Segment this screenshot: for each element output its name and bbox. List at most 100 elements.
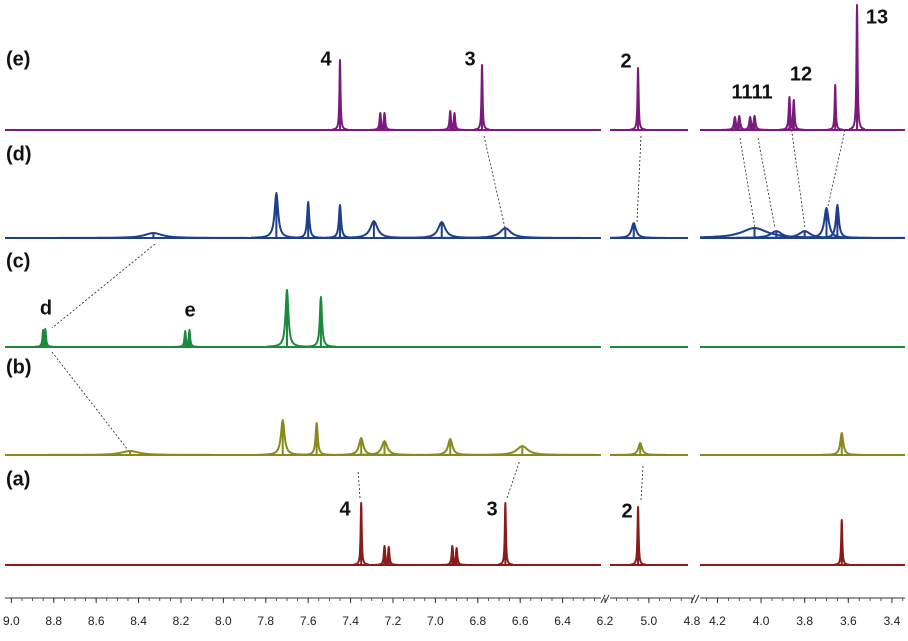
peak <box>613 442 667 456</box>
peak <box>740 115 769 131</box>
peak <box>815 204 859 239</box>
peak <box>419 438 481 456</box>
peak <box>250 192 303 239</box>
peak <box>778 96 801 131</box>
connector <box>357 469 361 499</box>
peak-label: 4 <box>339 498 351 520</box>
x-tick-label: 3.6 <box>840 614 857 628</box>
peak-label: 3 <box>486 498 497 520</box>
peak-label: e <box>184 299 195 321</box>
peak <box>373 112 396 131</box>
x-tick-label: 8.6 <box>88 614 105 628</box>
peak <box>174 330 197 348</box>
peak <box>300 422 333 456</box>
connector <box>739 137 756 229</box>
spectrum: (d) <box>5 143 906 239</box>
connector <box>636 135 642 223</box>
peak <box>629 67 647 131</box>
x-tick-label: 6.2 <box>597 614 614 628</box>
peak <box>445 547 468 566</box>
x-tick-label: 8.8 <box>45 614 62 628</box>
peak <box>26 232 281 239</box>
peak <box>34 328 57 348</box>
x-tick-label: 4.2 <box>709 614 726 628</box>
connector <box>51 351 129 451</box>
peak-label: 12 <box>790 63 812 85</box>
x-tick-label: 6.4 <box>554 614 571 628</box>
trace-label: (d) <box>6 143 32 165</box>
trace-label: (a) <box>6 468 30 490</box>
connector <box>51 243 156 329</box>
connectors <box>51 117 846 501</box>
x-tick-label: 4.0 <box>753 614 770 628</box>
x-tick-label: 5.0 <box>640 614 657 628</box>
spectrum: (a) <box>5 468 905 566</box>
peak <box>443 112 466 131</box>
connector <box>506 459 521 499</box>
peak <box>390 221 493 239</box>
x-tick-label: 6.6 <box>512 614 529 628</box>
break-mark <box>600 594 606 604</box>
break-mark <box>694 594 700 604</box>
x-tick-label: 9.0 <box>3 614 20 628</box>
peak-label: 3 <box>464 48 475 70</box>
x-tick-label: 4.8 <box>684 614 701 628</box>
peak <box>324 204 356 239</box>
peak <box>266 289 308 348</box>
peak-label: 2 <box>620 50 631 72</box>
peak <box>782 99 805 131</box>
peak <box>330 437 392 456</box>
annotations: 4 3 2 1111 12 13 d e 4 3 2 <box>40 6 888 522</box>
peak <box>439 110 462 131</box>
peak <box>429 227 582 239</box>
peak-label: 1111 <box>731 81 772 103</box>
x-tick-label: 3.8 <box>796 614 813 628</box>
peak <box>826 84 844 131</box>
peak <box>721 116 749 131</box>
peak <box>609 222 666 239</box>
x-tick-label: 7.6 <box>300 614 317 628</box>
trace-label: (e) <box>6 48 30 70</box>
peak <box>352 502 370 566</box>
spectrum: (e) <box>5 4 905 131</box>
peak-label: 2 <box>621 500 632 522</box>
peak <box>373 545 396 566</box>
peak <box>629 506 647 566</box>
x-tick-label: 6.8 <box>469 614 486 628</box>
x-tick-label: 7.0 <box>427 614 444 628</box>
peak <box>256 419 309 456</box>
peak-label: d <box>40 297 52 319</box>
connector <box>483 135 506 229</box>
x-tick-label: 8.2 <box>173 614 190 628</box>
peak <box>445 445 599 456</box>
peak-label: 4 <box>320 48 332 70</box>
peak <box>496 502 514 566</box>
peak <box>820 432 864 456</box>
x-tick-label: 7.4 <box>342 614 359 628</box>
x-tick-label: 3.4 <box>884 614 901 628</box>
peak <box>305 296 337 348</box>
x-tick-label: 8.0 <box>215 614 232 628</box>
peak <box>346 440 423 456</box>
x-tick-label: 7.2 <box>385 614 402 628</box>
trace-label: (c) <box>6 250 30 272</box>
peak <box>178 329 201 348</box>
break-mark <box>604 594 610 604</box>
peak <box>377 546 400 566</box>
peak <box>292 201 325 239</box>
peak <box>699 227 906 239</box>
trace-label: (b) <box>6 356 32 378</box>
peak <box>5 450 258 456</box>
peak <box>369 112 392 131</box>
axis-breaks <box>600 594 700 604</box>
connector <box>757 137 776 229</box>
peak <box>441 545 464 566</box>
peak <box>473 64 491 131</box>
spectrum: (b) <box>5 356 905 456</box>
peak <box>331 59 349 131</box>
peak <box>833 519 851 566</box>
x-tick-label: 8.4 <box>130 614 147 628</box>
connector <box>827 129 846 207</box>
